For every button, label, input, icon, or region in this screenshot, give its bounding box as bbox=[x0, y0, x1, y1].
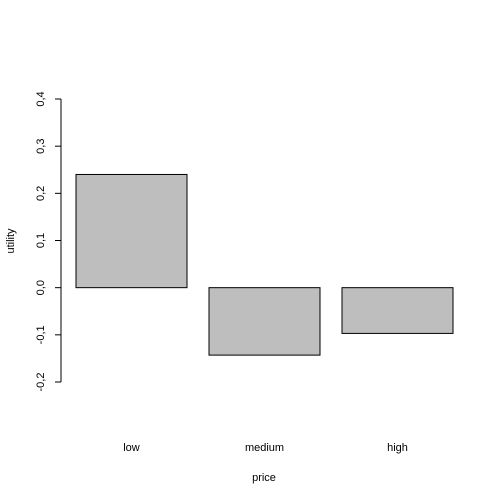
bars-group bbox=[75, 173, 454, 356]
y-tick-label: 0,2 bbox=[35, 186, 47, 201]
y-tick-label: -0,1 bbox=[35, 325, 47, 344]
category-label-high: high bbox=[387, 442, 408, 454]
y-axis: -0,2 -0,1 0,0 0,1 0,2 0,3 0,4 bbox=[35, 91, 62, 392]
category-labels: low medium high bbox=[123, 442, 408, 454]
y-axis-label: utility bbox=[5, 228, 17, 254]
category-label-medium: medium bbox=[245, 442, 284, 454]
y-tick-label: 0,0 bbox=[35, 280, 47, 295]
category-label-low: low bbox=[123, 442, 140, 454]
y-tick-label: 0,1 bbox=[35, 233, 47, 248]
y-tick-label: 0,4 bbox=[35, 91, 47, 106]
bar-low bbox=[75, 173, 188, 289]
bar-medium bbox=[208, 287, 321, 356]
y-tick-label: -0,2 bbox=[35, 373, 47, 392]
x-axis-label: price bbox=[252, 472, 276, 484]
y-tick-label: 0,3 bbox=[35, 139, 47, 154]
bar-high bbox=[341, 287, 454, 334]
